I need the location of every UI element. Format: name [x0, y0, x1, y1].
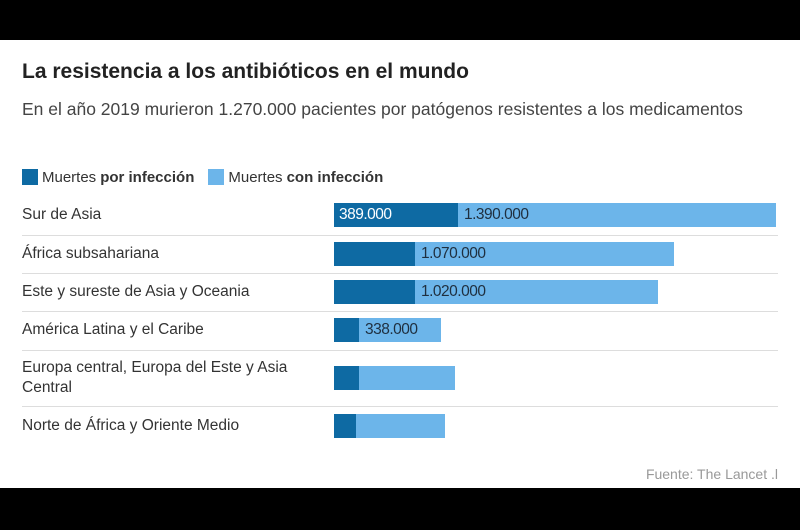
category-label-text: Norte de África y Oriente Medio [22, 417, 240, 434]
row-divider [22, 406, 778, 407]
row-divider [22, 273, 778, 274]
bar-con-infeccion [415, 280, 658, 304]
data-label-con: 1.390.000 [464, 206, 529, 223]
category-label-text: Este y sureste de Asia y Oceania [22, 283, 250, 300]
chart-subtitle: En el año 2019 murieron 1.270.000 pacien… [22, 99, 743, 119]
bar-con-infeccion [415, 242, 674, 266]
data-label-con: 338.000 [365, 321, 418, 338]
bar-con-infeccion [458, 203, 776, 227]
category-label-text: África subsahariana [22, 245, 159, 262]
category-label: Sur de Asia [22, 195, 327, 235]
bottom-black-band [0, 488, 800, 530]
legend-label-por-bold: por infección [100, 168, 195, 186]
category-label: África subsahariana [22, 234, 327, 274]
category-label: América Latina y el Caribe [22, 310, 327, 350]
top-black-band [0, 0, 800, 40]
row-divider [22, 350, 778, 351]
row-divider [22, 311, 778, 312]
category-label-text: América Latina y el Caribe [22, 321, 204, 338]
legend-swatch-con [208, 169, 225, 185]
category-label-text: Sur de Asia [22, 206, 102, 223]
bar-con-infeccion [359, 318, 441, 342]
legend-swatch-por [22, 169, 38, 185]
legend: Muertes por infección Muertes con infecc… [22, 167, 397, 187]
bar-por-infeccion [334, 242, 415, 266]
legend-item-por: Muertes por infección [22, 169, 194, 186]
bar-por-infeccion [334, 414, 356, 438]
bar-por-infeccion [334, 318, 359, 342]
bar-con-infeccion [359, 366, 455, 390]
category-label: Europa central, Europa del Este y Asia C… [22, 350, 327, 406]
legend-label-por-prefix: Muertes [42, 168, 97, 186]
data-label-con: 1.070.000 [421, 245, 486, 262]
category-label: Norte de África y Oriente Medio [22, 406, 327, 446]
source-note: Fuente: The Lancet .l [645, 466, 778, 482]
data-label-con: 1.020.000 [421, 283, 486, 300]
category-label-text: Europa central, Europa del Este y Asia C… [22, 359, 288, 396]
bar-por-infeccion [334, 280, 415, 304]
legend-label-con-prefix: Muertes [228, 168, 283, 186]
data-label-por: 389.000 [339, 206, 392, 223]
bar-por-infeccion [334, 203, 458, 227]
chart-title: La resistencia a los antibióticos en el … [22, 60, 469, 83]
legend-label-con-bold: con infección [286, 168, 384, 186]
bar-con-infeccion [356, 414, 445, 438]
legend-item-con: Muertes con infección [208, 169, 383, 186]
bar-por-infeccion [334, 366, 359, 390]
row-divider [22, 235, 778, 236]
category-label: Este y sureste de Asia y Oceania [22, 272, 327, 312]
